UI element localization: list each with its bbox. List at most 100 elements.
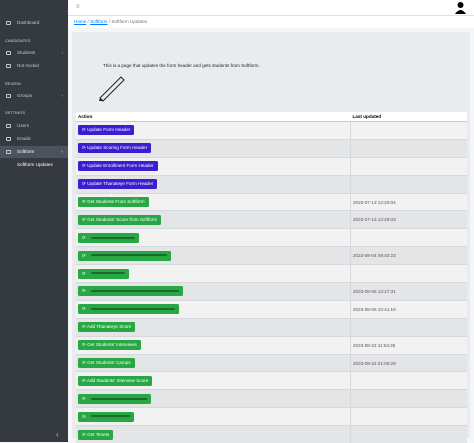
collapse-button[interactable]: ‹ (56, 430, 59, 439)
sidebar-item[interactable]: Users (0, 120, 68, 132)
updated-cell (350, 228, 467, 247)
table-row: ⟳ Update Enrollment Form Header (76, 156, 467, 176)
separator: / (86, 19, 91, 24)
action-cell: ⟳ (76, 282, 351, 301)
action-button[interactable]: ⟳ (78, 286, 184, 297)
sidebar-item[interactable]: Not Invited (0, 60, 68, 72)
table-row: ⟳ 2023-08-04 09:40:23 (76, 246, 467, 265)
updated-cell (350, 264, 467, 283)
sidebar-item[interactable]: Groups ‹ (0, 90, 68, 102)
action-cell: ⟳ Get Students' Score from Softform (76, 210, 351, 229)
table-row: ⟳ 2023-08-05 12:17:31 (76, 282, 467, 301)
sidebar-label: Dashboard (17, 20, 40, 25)
action-button[interactable]: ⟳ Update Thanateye Form Header (78, 179, 158, 190)
icon (6, 150, 11, 154)
action-cell: ⟳ (76, 228, 351, 247)
action-button[interactable]: ⟳ Update Scoring Form Header (78, 143, 152, 154)
button-label: Get Tenets (87, 431, 110, 437)
icon (6, 51, 11, 55)
updated-cell (350, 174, 467, 194)
sidebar-label: Emails (17, 136, 31, 141)
icon (6, 21, 11, 25)
icon (6, 124, 11, 128)
action-button[interactable]: ⟳ Add Thanateye Score (78, 322, 136, 333)
timestamp: 2023-08-04 09:40:23 (353, 253, 396, 259)
button-label: Update Scoring Form Header (87, 145, 148, 151)
action-button[interactable]: ⟳ Get Tenets (78, 429, 114, 440)
avatar[interactable] (454, 1, 467, 14)
action-button[interactable]: ⟳ Get Students From Softform (78, 197, 149, 207)
description: This is a page that updates the form hea… (103, 63, 260, 68)
table-row: ⟳ Get Students' Score from Softform 2023-… (76, 210, 467, 229)
sidebar-item[interactable]: Dashboard (0, 17, 68, 29)
updated-cell (350, 121, 467, 140)
updated-cell: 2023-08-05 10:41:18 (350, 299, 467, 319)
sidebar-item[interactable]: Emails (0, 133, 68, 145)
table-row: ⟳ (76, 389, 467, 408)
action-cell: ⟳ (76, 246, 351, 265)
updated-cell: 2023-08-22 01:00:29 (350, 353, 467, 372)
timestamp: 2023-07-13 12:20:04 (353, 199, 396, 205)
updates-table: Action Last updated ⟳ Update Form Header ⟳ … (76, 112, 467, 443)
action-cell: ⟳ Get Students From Softform (76, 192, 351, 211)
action-cell: ⟳ Update Thanateye Form Header (76, 174, 351, 194)
updated-cell (350, 389, 467, 408)
action-cell: ⟳ Add Thanateye Score (76, 317, 351, 337)
column-header: Last updated (350, 112, 467, 122)
breadcrumb-item[interactable]: Softform (90, 19, 108, 24)
redacted (91, 415, 131, 418)
sidebar-label: Users (17, 123, 29, 128)
table-row: ⟳ Get Tenets (76, 425, 467, 443)
table-row: ⟳ Get Students' Interviews 2023-08-22 11:… (76, 335, 467, 355)
sidebar-item[interactable]: Softform ‹ (0, 146, 68, 158)
caret: ‹ (61, 50, 63, 55)
action-button[interactable]: ⟳ (78, 268, 130, 279)
action-button[interactable]: ⟳ Update Form Header (78, 125, 135, 136)
caret: ‹ (61, 149, 63, 154)
redacted (91, 272, 126, 275)
sidebar-item[interactable]: Softform Updates (0, 159, 68, 171)
caret: ‹ (61, 93, 63, 98)
action-cell: ⟳ Add Students' Interview Score (76, 371, 351, 390)
table-row: ⟳ Update Scoring Form Header (76, 138, 467, 158)
button-label: Get Students' Score from Softform (87, 216, 158, 222)
table-row: ⟳ (76, 264, 467, 283)
table-row: ⟳ Update Thanateye Form Header (76, 174, 467, 194)
breadcrumb-item[interactable]: Home (74, 19, 87, 24)
action-button[interactable]: ⟳ Get Students' Score from Softform (78, 214, 162, 225)
sidebar-label: Softform (17, 149, 35, 154)
updated-cell (350, 317, 467, 337)
redacted (91, 290, 180, 293)
updated-cell: 2023-08-05 12:17:31 (350, 282, 467, 301)
sidebar: Dashboard CANDIDATES Students ‹ Not Invited R… (0, 0, 68, 442)
sidebar-label: CANDIDATES (5, 38, 31, 43)
action-button[interactable]: ⟳ (78, 232, 140, 243)
updated-cell (350, 425, 467, 443)
timestamp: 2023-08-22 01:00:29 (353, 360, 396, 366)
button-label: Get Students From Softform (87, 199, 145, 204)
sidebar-item: SETTINGS (0, 107, 68, 119)
action-button[interactable]: ⟳ (78, 250, 172, 261)
action-cell: ⟳ Update Scoring Form Header (76, 138, 351, 158)
action-button[interactable]: ⟳ (78, 304, 180, 315)
action-button[interactable]: ⟳ Get Students' Camps (78, 358, 135, 369)
action-button[interactable]: ⟳ Get Students' Interviews (78, 340, 141, 351)
action-button[interactable]: ⟳ (78, 411, 135, 422)
icon (6, 137, 11, 141)
sidebar-label: Groups (17, 93, 33, 98)
action-button[interactable]: ⟳ (78, 393, 152, 404)
action-cell: ⟳ (76, 264, 351, 283)
menu-toggle[interactable]: ≡ (76, 4, 80, 10)
action-button[interactable]: ⟳ Update Enrollment Form Header (78, 161, 158, 172)
sidebar-item[interactable]: Students ‹ (0, 47, 68, 59)
action-button[interactable]: ⟳ Add Students' Interview Score (78, 375, 153, 386)
timestamp: 2023-07-13 12:29:03 (353, 217, 396, 223)
button-label: Update Form Header (87, 127, 131, 133)
timestamp: 2023-08-05 12:17:31 (353, 288, 396, 294)
action-cell: ⟳ Update Form Header (76, 121, 351, 140)
updated-cell (350, 371, 467, 390)
action-cell: ⟳ (76, 299, 351, 319)
action-cell: ⟳ (76, 407, 351, 426)
table-row: ⟳ (76, 228, 467, 247)
